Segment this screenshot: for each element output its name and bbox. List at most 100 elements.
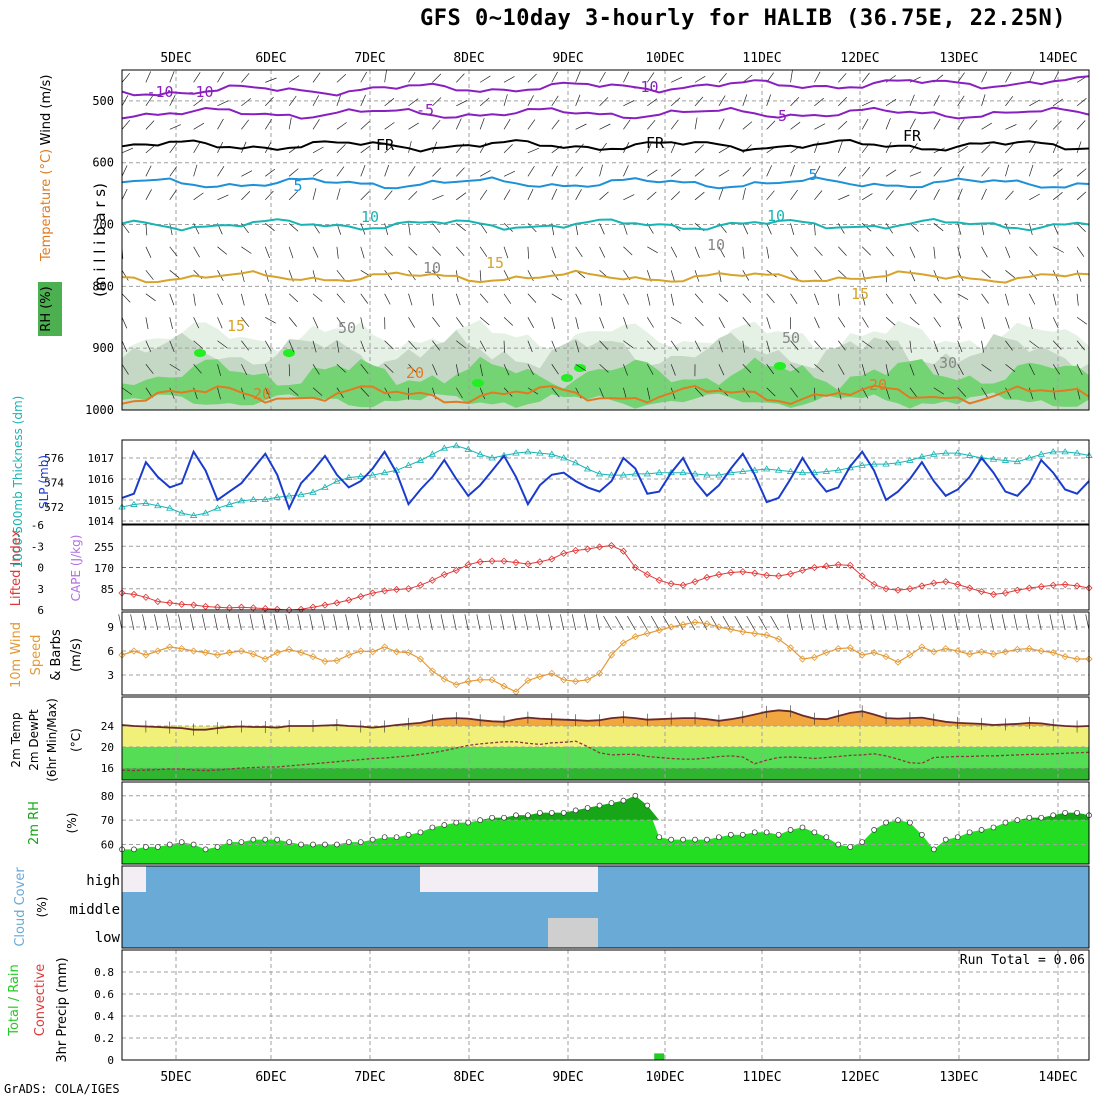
cloud-axis-label: Cloud Cover xyxy=(13,867,28,947)
lifted-tick-label: 6 xyxy=(37,604,44,617)
wind-barb xyxy=(790,189,798,201)
wind-barb xyxy=(909,223,919,232)
wind-barb xyxy=(1005,293,1009,306)
wind-barb xyxy=(455,118,462,130)
wind-barb xyxy=(455,364,459,377)
wind-barb xyxy=(599,363,609,373)
surface-wind-barb xyxy=(1085,614,1090,631)
temp-axis-label-1: 2m Temp xyxy=(9,712,23,767)
wind-barb xyxy=(1076,120,1086,130)
lifted-marker xyxy=(452,566,460,574)
cloud-tick-label: low xyxy=(95,930,121,946)
rh-marker xyxy=(214,844,221,850)
wind-barb xyxy=(265,316,276,324)
surface-wind-barb xyxy=(189,614,194,631)
wind-barb xyxy=(646,293,651,306)
slp-frame xyxy=(121,439,1090,525)
wind-barb xyxy=(670,97,681,107)
wind-barb xyxy=(432,97,442,107)
rh-marker xyxy=(751,829,758,836)
wind-barb xyxy=(336,317,345,328)
wind-barb xyxy=(909,171,922,177)
wind-barb xyxy=(288,246,294,259)
wind-barb xyxy=(599,317,605,329)
wind-barb xyxy=(384,340,394,350)
rh-marker xyxy=(1002,819,1009,826)
surface-wind-barb xyxy=(249,614,254,631)
wind-barb xyxy=(265,168,276,177)
day-label-bottom: 14DEC xyxy=(1038,1070,1077,1085)
wind-barb xyxy=(193,223,200,235)
surface-wind-barb xyxy=(452,614,457,631)
thickness-marker xyxy=(464,445,472,452)
contour-label: 20 xyxy=(253,385,271,403)
wind-barb xyxy=(503,364,510,376)
slp-axis-label: SLP (mb) xyxy=(37,455,51,509)
precip-tick-label: 0.6 xyxy=(94,988,114,1001)
thickness-marker xyxy=(285,492,293,499)
surface-wind-barb xyxy=(734,615,744,631)
wind-barb xyxy=(193,246,200,258)
rh-marker xyxy=(1074,809,1080,816)
rh-marker xyxy=(477,817,483,823)
rh-marker xyxy=(489,814,495,821)
lifted-marker xyxy=(249,604,257,612)
wind-barb xyxy=(551,119,560,130)
thickness-marker xyxy=(512,449,520,456)
lifted-marker xyxy=(966,584,974,592)
wind-barb xyxy=(241,170,253,177)
wind-speed-marker xyxy=(500,682,508,690)
lifted-marker xyxy=(727,568,735,577)
surface-wind-barb xyxy=(237,614,242,631)
rh-marker xyxy=(1026,814,1033,821)
wind-barb xyxy=(1076,270,1082,282)
wind-barb xyxy=(527,166,535,177)
wind-barb xyxy=(1052,340,1062,350)
thickness-marker xyxy=(452,441,460,449)
wind-barb xyxy=(957,146,968,154)
thickness-marker xyxy=(607,471,616,478)
temp-band-darkgreen xyxy=(122,768,1089,780)
wind-barb xyxy=(217,100,229,107)
wind-barb xyxy=(766,94,772,106)
slp-tick-label: 1014 xyxy=(88,515,115,528)
wind-barb xyxy=(957,387,967,397)
wind-barb xyxy=(312,246,319,258)
wind-barb xyxy=(360,145,371,154)
surface-wind-barb xyxy=(536,614,541,631)
wind-barb xyxy=(527,147,540,154)
wind-speed-marker xyxy=(1013,645,1021,653)
wind-speed-marker xyxy=(786,644,795,652)
wind-barb xyxy=(742,387,751,398)
wind-barb xyxy=(312,317,319,329)
wind-barb xyxy=(575,363,586,371)
wind-barb xyxy=(814,293,820,306)
surface-wind-barb xyxy=(870,614,875,631)
wind-speed-marker xyxy=(882,653,890,661)
rh-marker xyxy=(226,839,233,845)
wind-speed-marker xyxy=(1037,647,1045,655)
wind-barb xyxy=(479,142,487,154)
wind-barb xyxy=(981,246,988,258)
rh-marker xyxy=(536,809,543,816)
precip-tick-label: 0.4 xyxy=(94,1010,114,1023)
rh-marker xyxy=(847,844,854,850)
precip-frame xyxy=(121,949,1090,1061)
lifted-marker xyxy=(142,593,150,601)
wind-barb xyxy=(1076,168,1087,177)
wind-barb xyxy=(288,340,295,353)
wind-speed-marker xyxy=(942,645,950,653)
wind-barb xyxy=(981,363,992,372)
rh-marker xyxy=(704,836,710,843)
wind-barb xyxy=(360,293,369,304)
wind-barb xyxy=(790,387,798,398)
rh-marker xyxy=(787,827,794,833)
thickness-marker xyxy=(930,450,938,457)
rh-marker xyxy=(763,829,770,836)
lifted-marker xyxy=(190,601,198,609)
wind-barb xyxy=(1005,164,1010,177)
rh-fill xyxy=(122,795,1089,864)
wind-speed-marker xyxy=(954,647,962,655)
rh-marker xyxy=(453,819,460,826)
surface-wind-barb xyxy=(674,615,684,631)
